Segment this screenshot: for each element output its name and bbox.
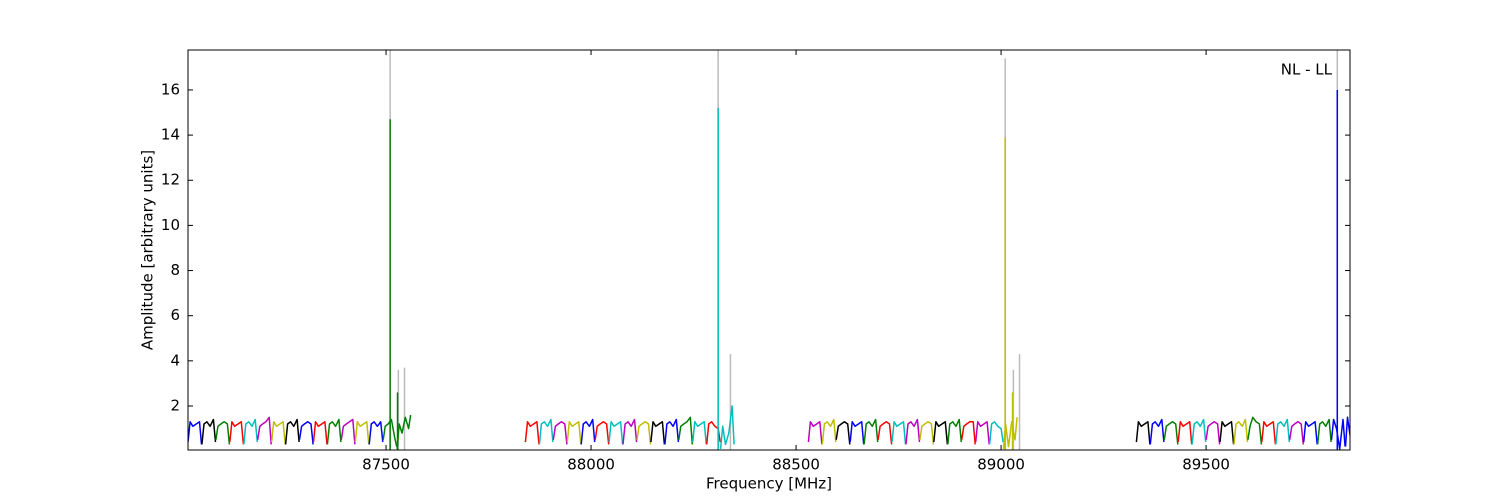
- y-tick-label: 10: [161, 216, 180, 234]
- series-line: [1261, 421, 1277, 445]
- axes: 2 4 6 8 10 12 14 16 87500 88000 88500 89000 89500: [161, 50, 1350, 474]
- series-line: [1135, 421, 1151, 445]
- y-tick-label: 2: [170, 396, 180, 414]
- series-line: [678, 416, 694, 445]
- series-line: [580, 418, 596, 445]
- series-line: [524, 421, 540, 445]
- annotation: NL - LL: [1281, 61, 1333, 79]
- series-line: [988, 421, 1004, 445]
- series-line: [312, 421, 328, 445]
- series-line: [1205, 421, 1221, 445]
- series-line: [863, 418, 879, 445]
- series-line: [368, 421, 384, 445]
- series-line: [1191, 418, 1207, 445]
- series-line: [215, 421, 231, 445]
- series-line: [636, 421, 652, 445]
- plot-frame: [187, 49, 1351, 451]
- series-line: [1163, 421, 1179, 445]
- series-line: [933, 421, 949, 445]
- series-line: [270, 421, 286, 445]
- series-line: [719, 405, 735, 449]
- x-tick-label: 88500: [772, 456, 820, 474]
- series-line: [1275, 418, 1291, 445]
- series-line: [1149, 418, 1165, 445]
- series-line: [284, 418, 300, 445]
- series-line: [608, 421, 624, 445]
- series-line: [960, 421, 976, 445]
- series-line: [622, 418, 638, 445]
- x-tick-label: 89000: [977, 456, 1025, 474]
- series-line: [566, 421, 582, 445]
- series-line: [188, 421, 203, 445]
- series-line: [1330, 418, 1346, 450]
- series-line: [691, 421, 708, 445]
- series-line: [1316, 418, 1332, 445]
- series-line: [650, 421, 666, 445]
- series-line: [298, 421, 314, 445]
- x-tick-label: 89500: [1182, 456, 1230, 474]
- series-line: [396, 414, 412, 449]
- series-line: [243, 418, 259, 445]
- series-line: [905, 418, 921, 445]
- series-line: [919, 421, 935, 445]
- y-tick-label: 4: [170, 351, 180, 369]
- y-tick-label: 14: [161, 126, 180, 144]
- series-line: [326, 418, 342, 445]
- y-tick-label: 16: [161, 80, 180, 98]
- series-line: [1344, 416, 1350, 447]
- series-line: [849, 421, 865, 445]
- series-line: [552, 421, 568, 445]
- series-line: [1177, 421, 1193, 445]
- series-line: [821, 418, 837, 445]
- series-line: [1247, 416, 1263, 445]
- x-tick-label: 88000: [567, 456, 615, 474]
- series-line: [354, 421, 370, 445]
- series-line: [201, 418, 217, 445]
- series-line: [1219, 421, 1235, 445]
- series-line: [947, 418, 963, 445]
- y-tick-label: 6: [170, 306, 180, 324]
- series-line: [974, 421, 990, 445]
- series-line: [229, 421, 245, 445]
- series-line: [877, 421, 893, 445]
- series-line: [340, 418, 356, 445]
- series-line: [256, 416, 272, 445]
- series-line: [594, 421, 610, 445]
- series-line: [538, 418, 554, 445]
- series-line: [664, 418, 680, 445]
- plot-area: [188, 50, 1350, 450]
- y-axis-label: Amplitude [arbitrary units]: [139, 150, 157, 350]
- series-line: [1233, 418, 1249, 445]
- y-tick-label: 12: [161, 171, 180, 189]
- series-line: [807, 421, 823, 445]
- series-line: [1288, 421, 1305, 445]
- series-line: [891, 421, 907, 445]
- series-line: [1302, 421, 1318, 445]
- x-tick-label: 87500: [362, 456, 410, 474]
- y-tick-label: 8: [170, 261, 180, 279]
- series-line: [835, 421, 851, 445]
- x-axis-label: Frequency [MHz]: [706, 475, 832, 493]
